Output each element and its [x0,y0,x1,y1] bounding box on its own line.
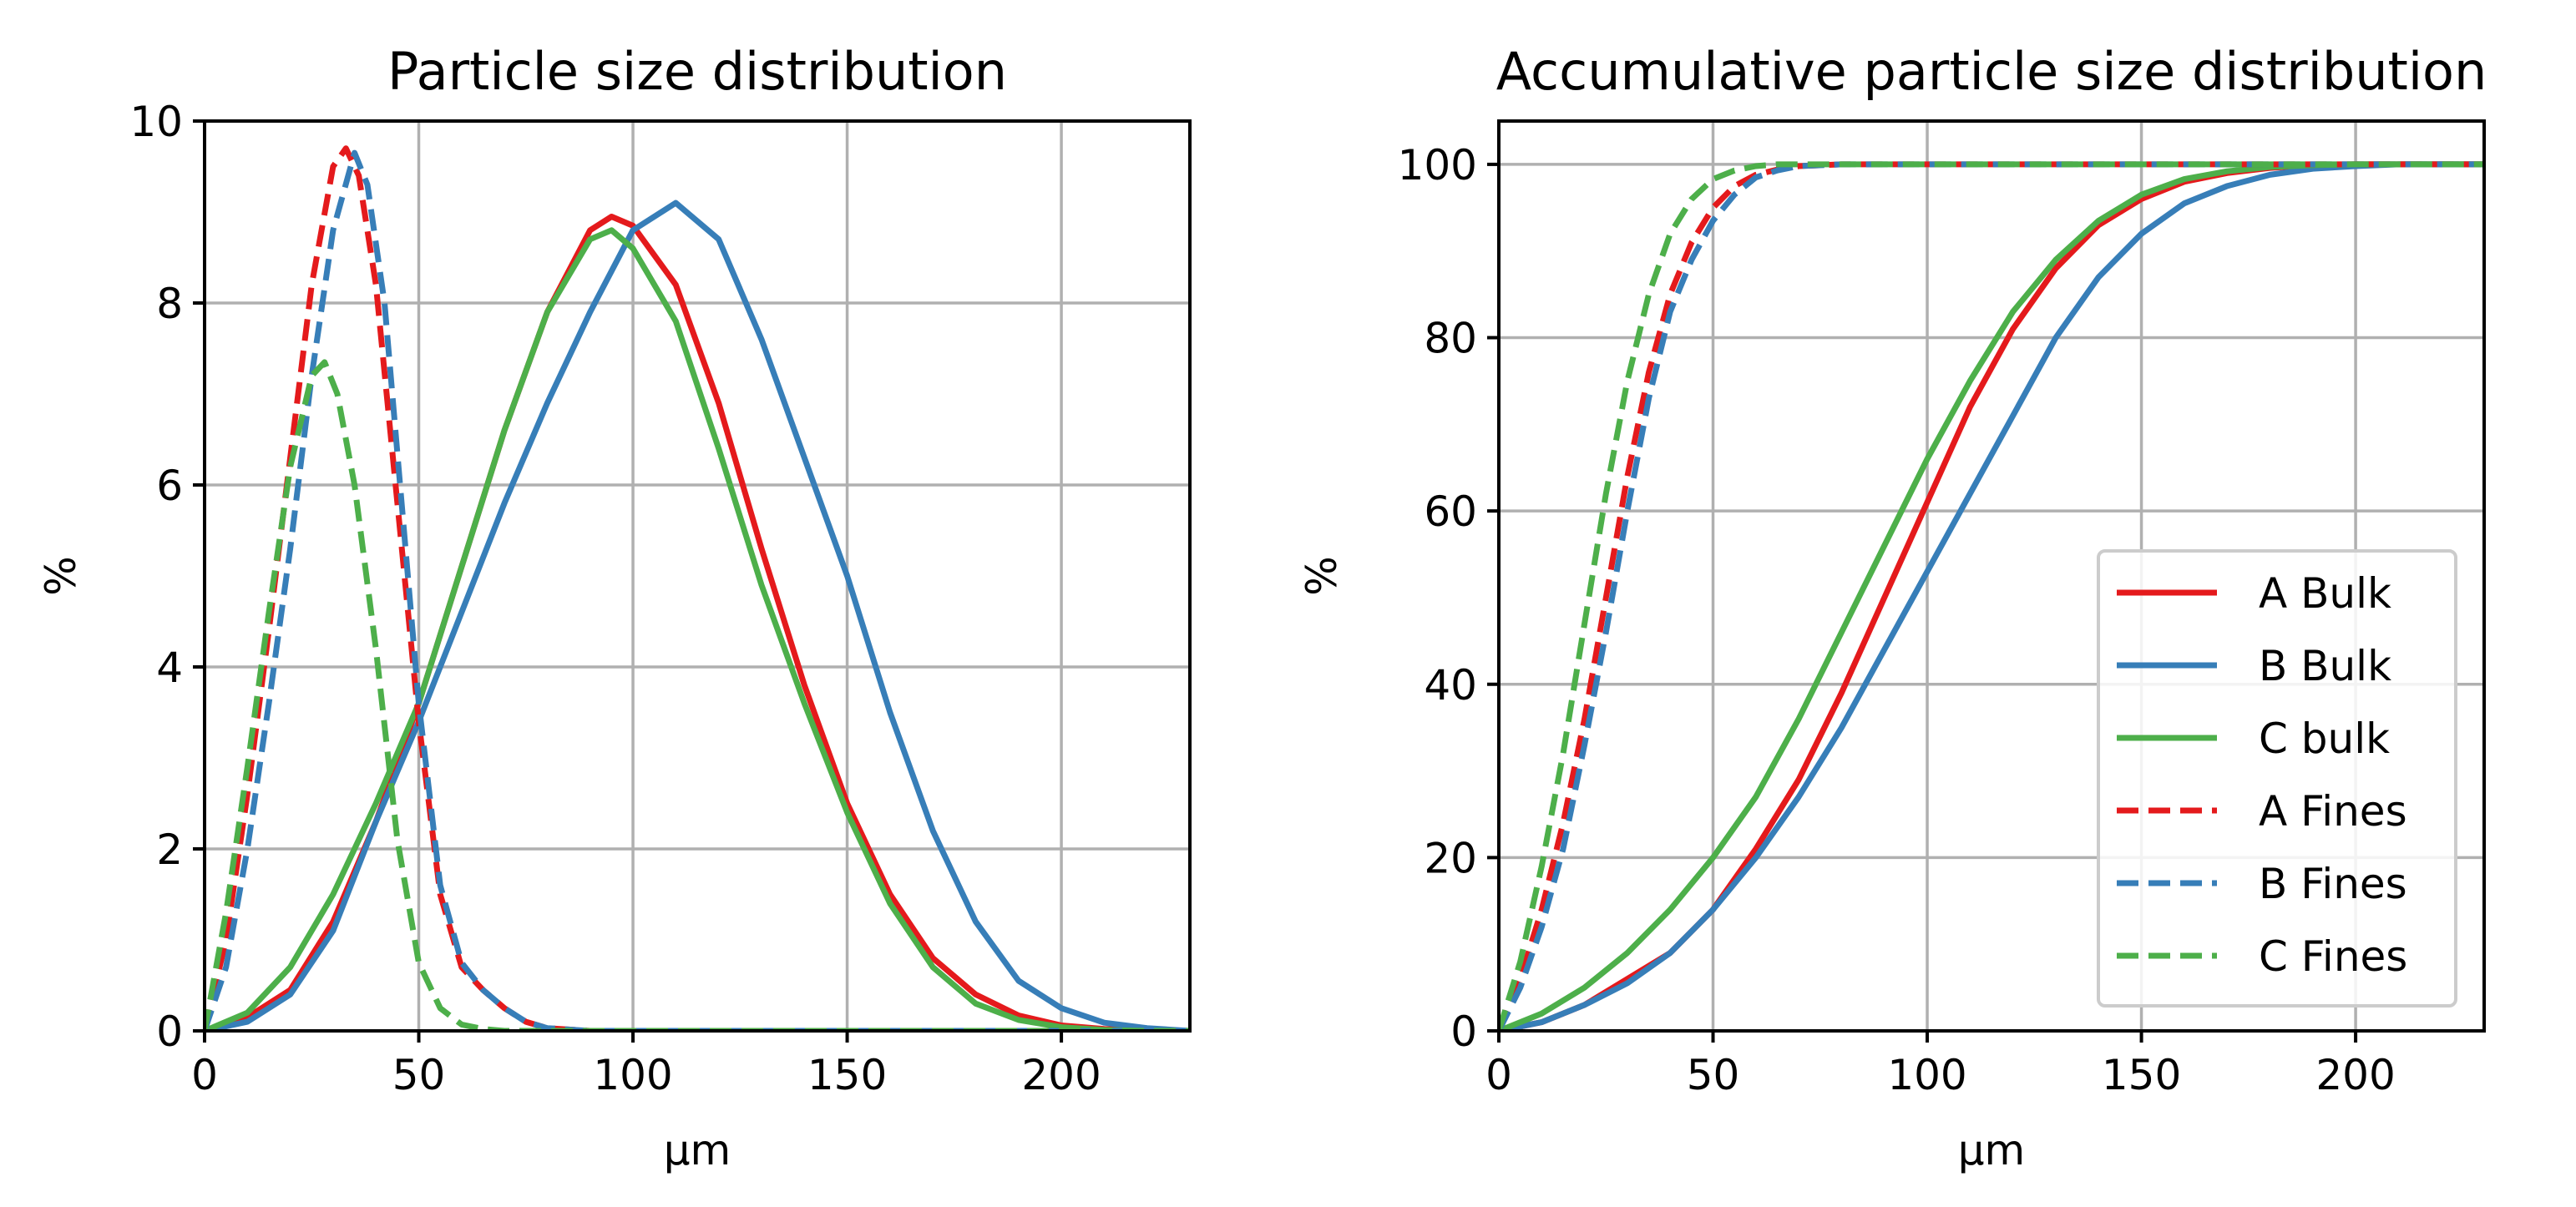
series-line-a-bulk [205,214,1190,1031]
x-axis-label: µm [664,1126,731,1174]
plot-frame [203,119,1192,1033]
legend: A Bulk B Bulk C bulk A Fines B Fines C Fines [2097,549,2457,1008]
y-tick-label: 20 [1424,834,1477,882]
legend-label: B Fines [2259,860,2407,908]
y-tick-label: 2 [156,826,183,874]
x-tick-label: 200 [2315,1051,2395,1099]
series-line-c-fines [1499,161,2484,1031]
x-tick-label: 50 [1687,1051,1740,1099]
series-line-c-fines [205,359,1190,1031]
x-tick-label: 150 [807,1051,887,1099]
y-tick-label: 100 [1398,141,1477,189]
series-line-c-bulk [205,227,1190,1031]
x-axis-label: µm [1958,1126,2026,1174]
series-line-b-bulk [1499,161,2484,1031]
series-line-c-bulk [1499,161,2484,1031]
x-tick-label: 100 [593,1051,672,1099]
y-tick-label: 8 [156,280,183,328]
x-tick-label: 200 [1021,1051,1101,1099]
y-axis-label: % [1298,556,1346,596]
y-tick-label: 0 [156,1008,183,1056]
series-group [205,145,1190,1031]
legend-label: C Fines [2259,932,2407,981]
x-tick-label: 150 [2102,1051,2181,1099]
plot-frame [1497,119,2486,1033]
y-tick-label: 0 [1450,1008,1477,1056]
y-tick-label: 10 [129,98,183,146]
x-tick-label: 50 [392,1051,446,1099]
series-group [1499,161,2484,1031]
x-tick-label: 0 [191,1051,218,1099]
x-tick-label: 100 [1887,1051,1966,1099]
chart-1: 0 50 100 150 200 0 2 4 6 8 10 Particle size distrib… [37,41,1192,1174]
series-line-b-bulk [205,199,1190,1031]
chart-title: Particle size distribution [387,41,1007,102]
legend-label: B Bulk [2259,642,2391,690]
grid [203,119,1190,1033]
y-tick-label: 60 [1424,487,1477,536]
series-line-a-fines [205,145,1190,1031]
chart-title: Accumulative particle size distribution [1496,41,2487,102]
legend-label: C bulk [2259,715,2390,763]
legend-label: A Fines [2259,787,2407,836]
y-tick-label: 80 [1424,315,1477,363]
legend-label: A Bulk [2259,569,2391,618]
chart-2: 0 50 100 150 200 0 20 40 60 80 100 Accumulative par… [1298,41,2487,1174]
y-axis-label: % [37,556,85,596]
y-tick-label: 40 [1424,661,1477,710]
y-tick-label: 4 [156,644,183,692]
series-line-b-fines [205,149,1190,1031]
x-tick-label: 0 [1485,1051,1512,1099]
y-tick-label: 6 [156,462,183,510]
